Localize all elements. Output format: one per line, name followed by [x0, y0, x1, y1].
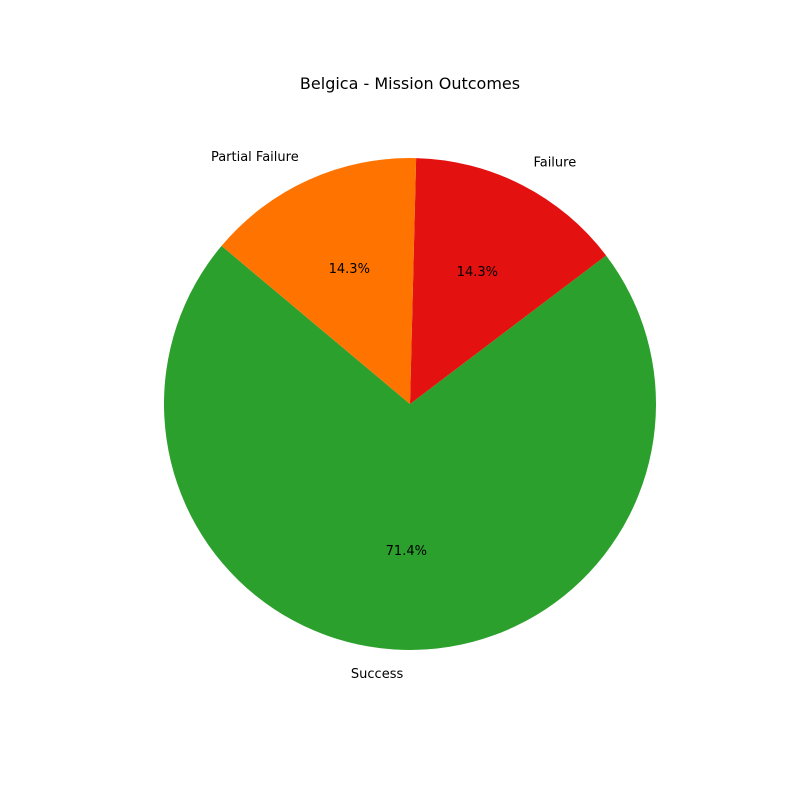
- percent-label-failure: 14.3%: [457, 265, 498, 280]
- pie-slice-success: [163, 245, 656, 650]
- pie-labels: Success 71.4% Failure 14.3% Partial Failure 1…: [211, 150, 576, 682]
- pie-slice-failure: [410, 158, 607, 404]
- slice-label-partial-failure: Partial Failure: [211, 150, 299, 165]
- pie-slices: [163, 157, 656, 650]
- percent-label-success: 71.4%: [386, 544, 427, 559]
- slice-label-success: Success: [351, 667, 404, 682]
- slice-label-failure: Failure: [533, 156, 576, 171]
- chart-title: Belgica - Mission Outcomes: [300, 74, 520, 93]
- pie-slice-partial-failure: [221, 157, 417, 404]
- percent-label-partial-failure: 14.3%: [329, 262, 370, 277]
